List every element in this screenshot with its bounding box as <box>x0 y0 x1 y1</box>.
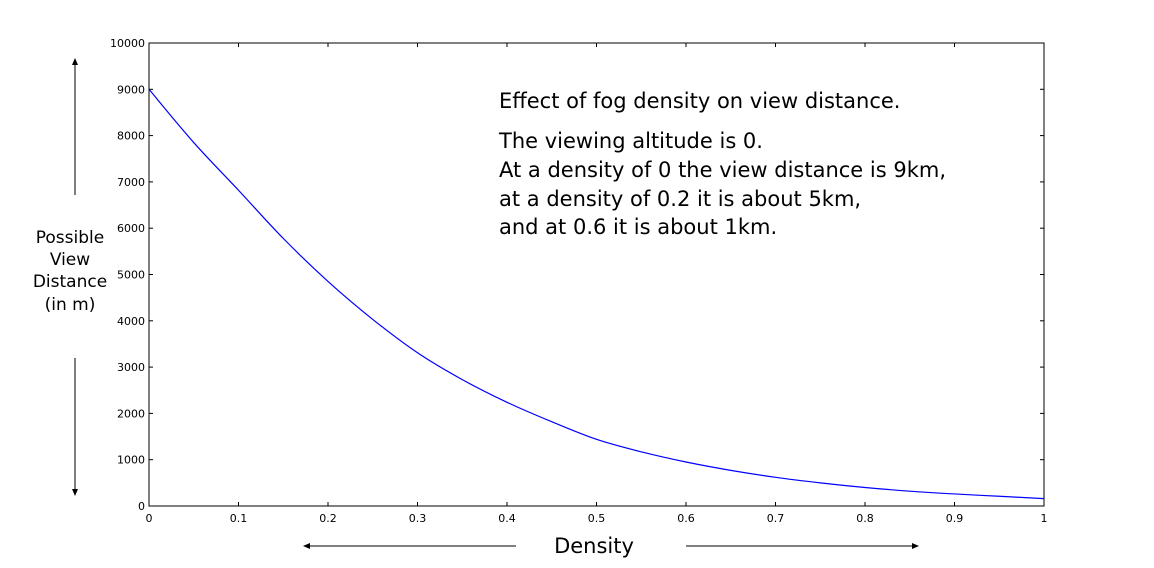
x-tick-label-8: 0.8 <box>856 512 874 525</box>
y-axis-label-line-1: Possible <box>36 228 104 248</box>
x-tick-label-5: 0.5 <box>588 512 606 525</box>
x-tick-label-0: 0 <box>146 512 153 525</box>
y-tick-label-0: 0 <box>138 500 145 513</box>
y-tick-label-10: 10000 <box>110 37 145 50</box>
x-axis-ticks: 0 0.1 0.2 0.3 0.4 0.5 0.6 0.7 0.8 0.9 1 <box>146 43 1048 525</box>
view-distance-line <box>148 88 1045 500</box>
y-axis-label-line-3: Distance <box>33 272 107 292</box>
x-tick-label-7: 0.7 <box>767 512 785 525</box>
x-tick-label-4: 0.4 <box>498 512 516 525</box>
y-axis-ticks: 0 1000 2000 3000 4000 5000 6000 7000 8000 9000 100… <box>110 37 1044 513</box>
annotation-title: Effect of fog density on view distance. <box>499 89 900 113</box>
annotation-line-2: At a density of 0 the view distance is 9… <box>499 158 946 182</box>
y-tick-label-2: 2000 <box>117 407 145 420</box>
y-tick-label-5: 5000 <box>117 269 145 282</box>
y-tick-label-4: 4000 <box>117 315 145 328</box>
y-axis-label-line-2: View <box>50 250 90 270</box>
x-tick-label-10: 1 <box>1041 512 1048 525</box>
y-tick-label-8: 8000 <box>117 130 145 143</box>
annotation-line-1: The viewing altitude is 0. <box>498 129 763 153</box>
y-tick-label-1: 1000 <box>117 454 145 467</box>
x-axis-label: Density <box>554 534 634 558</box>
x-tick-label-1: 0.1 <box>230 512 248 525</box>
y-tick-label-6: 6000 <box>117 222 145 235</box>
x-tick-label-3: 0.3 <box>409 512 427 525</box>
y-tick-label-3: 3000 <box>117 361 145 374</box>
x-tick-label-9: 0.9 <box>946 512 964 525</box>
annotation-line-4: and at 0.6 it is about 1km. <box>499 215 777 239</box>
x-tick-label-2: 0.2 <box>319 512 337 525</box>
y-axis-label-line-4: (in m) <box>45 295 96 315</box>
y-tick-label-9: 9000 <box>117 83 145 96</box>
y-tick-label-7: 7000 <box>117 176 145 189</box>
annotation-line-3: at a density of 0.2 it is about 5km, <box>499 187 861 211</box>
x-tick-label-6: 0.6 <box>677 512 695 525</box>
